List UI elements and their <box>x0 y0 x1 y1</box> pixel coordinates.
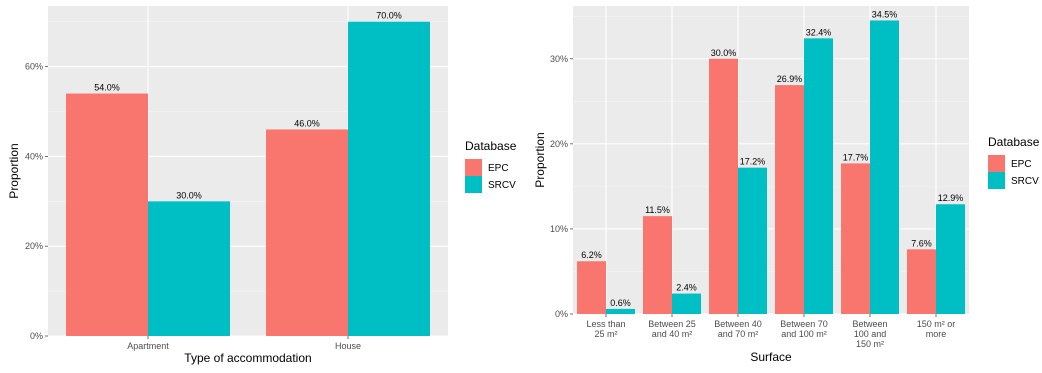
bar-srcv-1 <box>606 308 635 314</box>
bar-srcv-5 <box>870 20 899 315</box>
x-tick-label-line: 150 m² or <box>917 319 956 329</box>
x-tick-label-line: 25 m² <box>594 329 617 339</box>
x-tick-label-line: Less than <box>586 319 625 329</box>
data-label: 12.9% <box>938 193 964 203</box>
y-tick-label: 20% <box>25 241 43 251</box>
y-axis-title: Proportion <box>7 143 21 198</box>
y-tick-label: 30% <box>550 54 568 64</box>
bar-srcv-6 <box>936 204 965 314</box>
y-tick-label: 20% <box>550 139 568 149</box>
data-label: 7.6% <box>911 238 932 248</box>
x-tick-label: Between 100 and 150 m² <box>852 319 887 349</box>
x-tick-label: Less than 25 m² <box>586 319 625 339</box>
legend-label-epc: EPC <box>488 163 509 174</box>
y-tick-label: 0% <box>30 331 43 341</box>
data-label: 46.0% <box>294 118 320 128</box>
x-tick-label-line: more <box>926 329 947 339</box>
data-label: 6.2% <box>581 250 602 260</box>
x-tick-label: Between 40 and 70 m² <box>714 319 762 339</box>
bar-epc-5 <box>841 163 870 314</box>
x-tick-label: Apartment <box>127 341 169 351</box>
y-tick-label: 60% <box>25 62 43 72</box>
y-tick-label: 10% <box>550 224 568 234</box>
plot-panel <box>573 6 969 314</box>
legend-title: Database <box>988 135 1040 149</box>
data-label: 2.4% <box>676 283 697 293</box>
bar-srcv-2 <box>348 21 430 336</box>
bar-epc-6 <box>907 249 936 314</box>
x-tick-label-line: Between <box>852 319 887 329</box>
bar-srcv-4 <box>804 38 833 315</box>
x-tick-label-line: Between 40 <box>714 319 762 329</box>
x-tick-label-line: Apartment <box>127 341 169 351</box>
x-axis-title: Type of accommodation <box>184 351 311 365</box>
data-label: 30.0% <box>176 190 202 200</box>
legend-label-srcv: SRCV <box>488 180 516 191</box>
x-tick-label-line: Between 70 <box>780 319 828 329</box>
bar-srcv-1 <box>148 201 230 336</box>
data-label: 17.2% <box>740 157 766 167</box>
legend-label-srcv: SRCV <box>1011 176 1039 187</box>
bar-epc-4 <box>775 85 804 314</box>
x-tick-label: 150 m² or more <box>917 319 956 339</box>
data-label: 70.0% <box>376 11 402 21</box>
bar-epc-3 <box>709 58 738 315</box>
chart-2: 0% 10% 20% 30% 6.2% 11.5% 30.0% 26.9% 17.7% 7.6% 0… <box>533 6 1040 364</box>
x-tick-label-line: 150 m² <box>856 339 884 349</box>
legend: Database EPC SRCV <box>988 135 1040 189</box>
y-tick-label: 0% <box>555 309 568 319</box>
legend-key-epc <box>465 159 482 176</box>
x-tick-label: House <box>335 341 361 351</box>
x-tick-label: Between 25 and 40 m² <box>648 319 696 339</box>
x-tick-label: Between 70 and 100 m² <box>780 319 828 339</box>
legend-label-epc: EPC <box>1011 159 1032 170</box>
data-label: 54.0% <box>94 83 120 93</box>
data-label: 11.5% <box>645 205 670 215</box>
bar-epc-2 <box>266 129 348 336</box>
x-tick-label-line: and 70 m² <box>718 329 759 339</box>
x-axis-title: Surface <box>750 350 792 364</box>
legend: Database EPC SRCV <box>465 139 517 193</box>
bar-srcv-2 <box>672 293 701 314</box>
legend-key-epc <box>988 155 1005 172</box>
bar-epc-1 <box>577 261 606 314</box>
data-label: 26.9% <box>777 74 803 84</box>
data-label: 17.7% <box>843 152 869 162</box>
y-axis-title: Proportion <box>533 132 547 187</box>
x-tick-label-line: 100 and <box>854 329 887 339</box>
bar-epc-2 <box>643 216 672 314</box>
data-label: 30.0% <box>711 48 737 58</box>
bar-epc-1 <box>66 93 148 336</box>
x-tick-label-line: and 100 m² <box>781 329 827 339</box>
bar-srcv-3 <box>738 167 767 314</box>
chart-1: 0% 20% 40% 60% 54.0% 46.0% 30.0% 70.0% Apartment… <box>7 6 517 365</box>
legend-title: Database <box>465 139 517 153</box>
x-tick-label-line: House <box>335 341 361 351</box>
data-label: 32.4% <box>806 27 832 37</box>
legend-key-srcv <box>465 176 482 193</box>
y-tick-label: 40% <box>25 151 43 161</box>
data-label: 0.6% <box>610 298 631 308</box>
x-tick-label-line: and 40 m² <box>652 329 693 339</box>
legend-key-srcv <box>988 172 1005 189</box>
x-tick-label-line: Between 25 <box>648 319 696 329</box>
data-label: 34.5% <box>872 9 898 19</box>
